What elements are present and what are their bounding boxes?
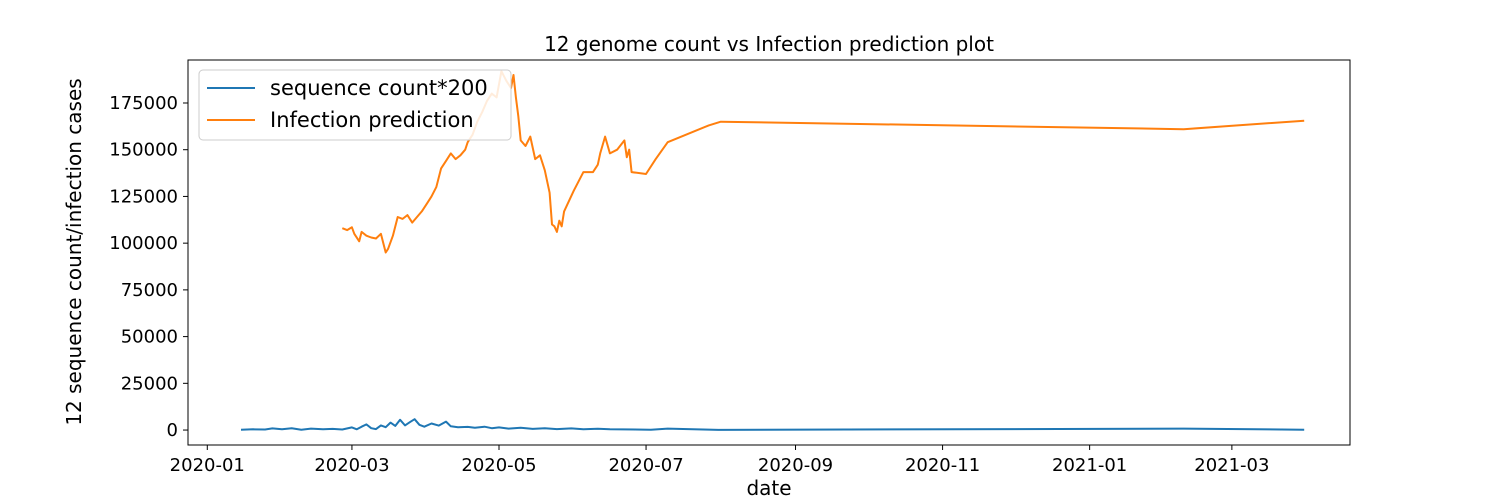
series-line-sequence-count — [240, 418, 1305, 431]
x-tick-label: 2021-01 — [1052, 455, 1127, 476]
y-axis-label: 12 sequence count/infection cases — [62, 78, 86, 425]
y-tick-label: 50000 — [121, 327, 178, 348]
x-tick-label: 2020-03 — [314, 455, 389, 476]
y-tick-label: 125000 — [109, 186, 178, 207]
y-tick-label: 0 — [167, 420, 178, 441]
x-axis-label: date — [746, 476, 791, 500]
legend-label-sequence-count: sequence count*200 — [270, 76, 488, 100]
legend-label-infection-prediction: Infection prediction — [270, 108, 474, 132]
x-tick-label: 2020-09 — [758, 455, 833, 476]
plot-frame — [187, 59, 1351, 446]
y-tick-label: 25000 — [121, 373, 178, 394]
x-axis: 2020-01 2020-03 2020-05 2020-07 2020-09 2020-… — [170, 445, 1269, 476]
x-tick-label: 2020-11 — [905, 455, 980, 476]
y-axis: 0 25000 50000 75000 100000 125000 150000 175000 — [109, 93, 188, 441]
x-tick-label: 2020-01 — [170, 455, 245, 476]
legend: sequence count*200 Infection prediction — [198, 69, 512, 141]
x-tick-label: 2021-03 — [1194, 455, 1269, 476]
y-tick-label: 75000 — [121, 280, 178, 301]
y-tick-label: 100000 — [109, 233, 178, 254]
chart-title: 12 genome count vs Infection prediction … — [544, 32, 994, 56]
x-tick-label: 2020-05 — [461, 455, 536, 476]
y-tick-label: 150000 — [109, 140, 178, 161]
x-tick-label: 2020-07 — [608, 455, 683, 476]
y-tick-label: 175000 — [109, 93, 178, 114]
legend-box — [198, 69, 512, 141]
